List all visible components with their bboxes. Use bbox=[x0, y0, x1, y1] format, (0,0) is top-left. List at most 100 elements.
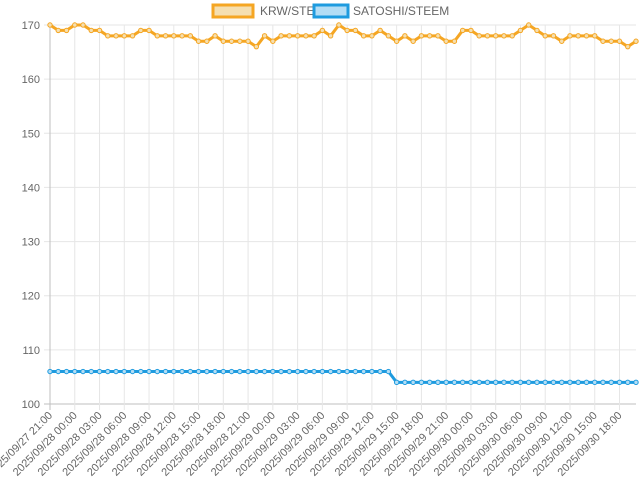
data-point-satoshi-steem[interactable] bbox=[311, 368, 317, 375]
data-point-krw-steem[interactable] bbox=[171, 33, 177, 39]
data-point-satoshi-steem[interactable] bbox=[451, 379, 458, 386]
data-point-krw-steem[interactable] bbox=[121, 33, 127, 39]
data-point-krw-steem[interactable] bbox=[344, 27, 350, 34]
data-point-satoshi-steem[interactable] bbox=[360, 368, 367, 375]
data-point-krw-steem[interactable] bbox=[385, 33, 392, 39]
data-point-krw-steem[interactable] bbox=[195, 38, 202, 44]
data-point-krw-steem[interactable] bbox=[278, 33, 284, 39]
data-point-satoshi-steem[interactable] bbox=[583, 379, 590, 386]
data-point-krw-steem[interactable] bbox=[187, 33, 194, 39]
data-point-satoshi-steem[interactable] bbox=[195, 368, 202, 375]
data-point-satoshi-steem[interactable] bbox=[526, 379, 532, 386]
data-point-satoshi-steem[interactable] bbox=[492, 379, 499, 386]
data-point-krw-steem[interactable] bbox=[270, 38, 276, 44]
data-point-krw-steem[interactable] bbox=[261, 33, 268, 39]
data-point-krw-steem[interactable] bbox=[402, 33, 408, 39]
data-point-krw-steem[interactable] bbox=[319, 27, 326, 34]
data-point-satoshi-steem[interactable] bbox=[443, 379, 449, 386]
data-point-satoshi-steem[interactable] bbox=[534, 379, 540, 386]
data-point-satoshi-steem[interactable] bbox=[245, 368, 251, 375]
data-point-satoshi-steem[interactable] bbox=[204, 368, 210, 375]
data-point-krw-steem[interactable] bbox=[501, 33, 507, 39]
data-point-satoshi-steem[interactable] bbox=[592, 379, 598, 386]
data-point-satoshi-steem[interactable] bbox=[228, 368, 235, 375]
data-point-satoshi-steem[interactable] bbox=[162, 368, 169, 375]
data-point-krw-steem[interactable] bbox=[294, 33, 301, 39]
data-point-krw-steem[interactable] bbox=[352, 27, 359, 34]
data-point-krw-steem[interactable] bbox=[146, 27, 152, 34]
data-point-krw-steem[interactable] bbox=[377, 27, 383, 34]
data-point-satoshi-steem[interactable] bbox=[402, 379, 408, 386]
data-point-krw-steem[interactable] bbox=[550, 33, 557, 39]
data-point-satoshi-steem[interactable] bbox=[410, 379, 416, 386]
data-point-satoshi-steem[interactable] bbox=[261, 368, 268, 375]
data-point-satoshi-steem[interactable] bbox=[253, 368, 260, 375]
data-point-satoshi-steem[interactable] bbox=[220, 368, 227, 375]
data-point-satoshi-steem[interactable] bbox=[369, 368, 375, 375]
data-point-satoshi-steem[interactable] bbox=[96, 368, 103, 375]
data-point-satoshi-steem[interactable] bbox=[80, 368, 86, 375]
data-point-krw-steem[interactable] bbox=[245, 38, 251, 44]
data-point-satoshi-steem[interactable] bbox=[344, 368, 350, 375]
data-point-krw-steem[interactable] bbox=[443, 38, 449, 44]
data-point-satoshi-steem[interactable] bbox=[72, 368, 78, 375]
data-point-krw-steem[interactable] bbox=[129, 33, 136, 39]
data-point-krw-steem[interactable] bbox=[542, 33, 548, 39]
data-point-krw-steem[interactable] bbox=[410, 38, 416, 44]
data-point-krw-steem[interactable] bbox=[204, 38, 210, 44]
data-point-krw-steem[interactable] bbox=[369, 33, 375, 39]
data-point-krw-steem[interactable] bbox=[616, 38, 623, 44]
data-point-satoshi-steem[interactable] bbox=[121, 368, 127, 375]
data-point-satoshi-steem[interactable] bbox=[501, 379, 507, 386]
data-point-krw-steem[interactable] bbox=[47, 22, 53, 28]
data-point-satoshi-steem[interactable] bbox=[179, 368, 185, 375]
data-point-satoshi-steem[interactable] bbox=[171, 368, 177, 375]
data-point-satoshi-steem[interactable] bbox=[542, 379, 548, 386]
data-point-satoshi-steem[interactable] bbox=[212, 368, 218, 375]
data-point-krw-steem[interactable] bbox=[253, 43, 260, 50]
data-point-krw-steem[interactable] bbox=[63, 27, 70, 34]
data-point-krw-steem[interactable] bbox=[96, 27, 103, 34]
data-point-krw-steem[interactable] bbox=[286, 33, 293, 39]
data-point-krw-steem[interactable] bbox=[154, 33, 160, 39]
data-point-krw-steem[interactable] bbox=[237, 38, 243, 44]
data-point-krw-steem[interactable] bbox=[476, 33, 482, 39]
data-point-krw-steem[interactable] bbox=[435, 33, 441, 39]
data-point-krw-steem[interactable] bbox=[575, 33, 581, 39]
data-point-satoshi-steem[interactable] bbox=[385, 368, 392, 375]
data-point-satoshi-steem[interactable] bbox=[47, 368, 53, 375]
data-point-satoshi-steem[interactable] bbox=[105, 368, 111, 375]
data-point-krw-steem[interactable] bbox=[509, 33, 515, 39]
data-point-satoshi-steem[interactable] bbox=[303, 368, 309, 375]
data-point-krw-steem[interactable] bbox=[484, 33, 491, 39]
data-point-satoshi-steem[interactable] bbox=[336, 368, 342, 375]
legend-item-satoshi-steem[interactable]: SATOSHI/STEEM bbox=[312, 3, 449, 19]
data-point-krw-steem[interactable] bbox=[534, 27, 540, 34]
data-point-satoshi-steem[interactable] bbox=[616, 379, 623, 386]
data-point-krw-steem[interactable] bbox=[220, 38, 227, 44]
data-point-satoshi-steem[interactable] bbox=[294, 368, 301, 375]
data-point-krw-steem[interactable] bbox=[567, 33, 573, 39]
data-point-krw-steem[interactable] bbox=[138, 27, 144, 34]
data-point-satoshi-steem[interactable] bbox=[138, 368, 144, 375]
data-point-satoshi-steem[interactable] bbox=[550, 379, 557, 386]
data-point-satoshi-steem[interactable] bbox=[237, 368, 243, 375]
data-point-satoshi-steem[interactable] bbox=[88, 368, 94, 375]
data-point-krw-steem[interactable] bbox=[228, 38, 235, 44]
data-point-satoshi-steem[interactable] bbox=[567, 379, 573, 386]
data-point-krw-steem[interactable] bbox=[105, 33, 111, 39]
data-point-krw-steem[interactable] bbox=[72, 22, 78, 28]
data-point-krw-steem[interactable] bbox=[162, 33, 169, 39]
data-point-satoshi-steem[interactable] bbox=[435, 379, 441, 386]
data-point-satoshi-steem[interactable] bbox=[484, 379, 491, 386]
data-point-krw-steem[interactable] bbox=[559, 38, 565, 44]
data-point-satoshi-steem[interactable] bbox=[426, 379, 433, 386]
data-point-krw-steem[interactable] bbox=[418, 33, 425, 39]
data-point-satoshi-steem[interactable] bbox=[509, 379, 515, 386]
data-point-krw-steem[interactable] bbox=[600, 38, 606, 44]
data-point-krw-steem[interactable] bbox=[459, 27, 466, 34]
data-point-krw-steem[interactable] bbox=[517, 27, 524, 34]
data-point-krw-steem[interactable] bbox=[526, 22, 532, 28]
chart-legend[interactable]: KRW/STEEM SATOSHI/STEEM bbox=[211, 3, 449, 19]
data-point-satoshi-steem[interactable] bbox=[113, 368, 119, 375]
